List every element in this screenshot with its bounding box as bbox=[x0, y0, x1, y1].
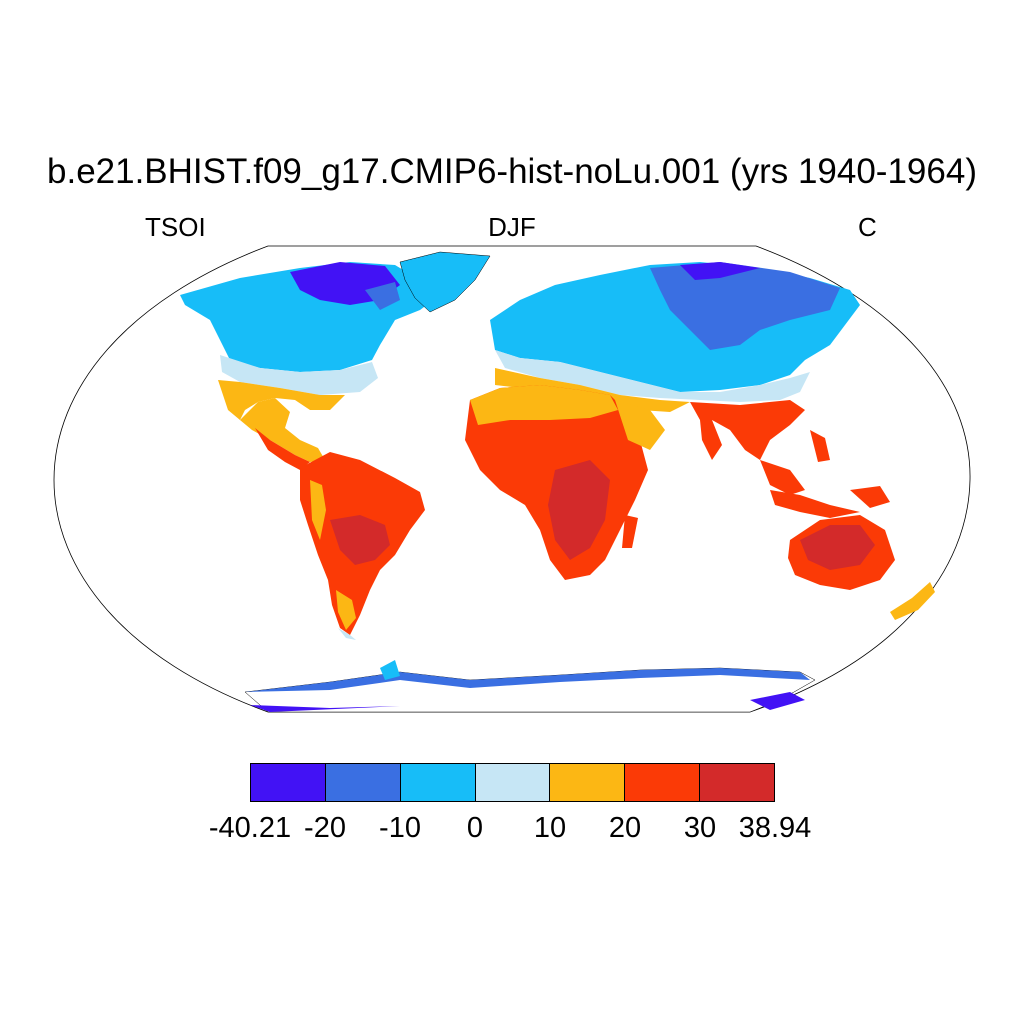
colorbar-swatch bbox=[475, 764, 551, 801]
africa bbox=[465, 385, 665, 580]
maritime-southeast-asia bbox=[770, 430, 890, 518]
colorbar-swatch bbox=[625, 764, 701, 801]
colorbar-swatch bbox=[700, 764, 775, 801]
colorbar-tick-label: 10 bbox=[533, 812, 567, 844]
colorbar-tick-label: -20 bbox=[304, 812, 346, 844]
colorbar-swatch bbox=[251, 764, 326, 801]
colorbar-tick-label: 38.94 bbox=[738, 812, 812, 844]
antarctica bbox=[244, 660, 816, 713]
colorbar-swatch bbox=[550, 764, 626, 801]
units-label: C bbox=[858, 212, 877, 242]
colorbar-tick-label: 20 bbox=[608, 812, 642, 844]
south-america bbox=[300, 452, 425, 640]
colorbar-tick-label: 30 bbox=[683, 812, 717, 844]
eurasia bbox=[490, 262, 860, 495]
variable-label: TSOI bbox=[145, 212, 206, 242]
greenland bbox=[399, 251, 491, 313]
colorbar bbox=[250, 763, 775, 802]
colorbar-swatch bbox=[325, 764, 401, 801]
north-america bbox=[180, 262, 440, 470]
season-label: DJF bbox=[488, 212, 536, 242]
new-zealand bbox=[890, 582, 935, 620]
colorbar-tick-label: -10 bbox=[379, 812, 421, 844]
colorbar-tick-label: 0 bbox=[466, 812, 484, 844]
colorbar-tick-label: -40.21 bbox=[208, 812, 292, 844]
australia bbox=[788, 515, 895, 590]
colorbar-swatch bbox=[400, 764, 476, 801]
plot-title: b.e21.BHIST.f09_g17.CMIP6-hist-noLu.001 … bbox=[47, 152, 977, 191]
